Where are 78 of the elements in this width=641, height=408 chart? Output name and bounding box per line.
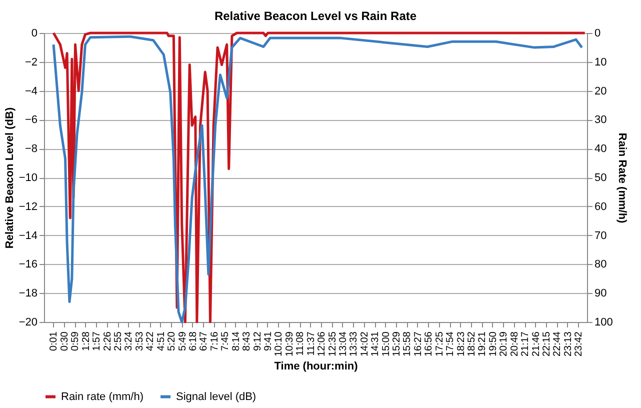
x-tick-label: 21:46: [530, 331, 542, 357]
x-tick-label: 4:51: [156, 331, 167, 351]
x-tick-label: 10:10: [274, 331, 285, 357]
y2-tick-label: 90: [594, 288, 607, 300]
x-tick-label: 11:37: [306, 331, 317, 356]
y2-tick-label: 50: [594, 172, 607, 184]
y2-tick-label: 40: [594, 143, 607, 156]
x-tick-label: 9:12: [252, 331, 264, 351]
x-tick-label: 20:19: [498, 331, 510, 357]
x-tick-label: 8:14: [230, 331, 242, 351]
x-tick-label: 20:48: [509, 331, 520, 357]
y2-axis-title: Rain Rate (mm/h): [616, 132, 628, 224]
x-tick-label: 3:24: [124, 331, 135, 351]
x-tick-label: 13:04: [338, 331, 349, 357]
x-tick-label: 23:42: [574, 331, 585, 357]
x-tick-label: 17:25: [434, 331, 446, 357]
y-tick-label: −18: [18, 288, 38, 300]
x-tick-label: 19:21: [477, 331, 488, 357]
y-tick-label: −20: [18, 316, 38, 328]
x-tick-label: 15:58: [402, 331, 414, 357]
x-tick-label: 5:20: [166, 331, 178, 351]
y-tick-label: −2: [24, 56, 38, 68]
x-tick-label: 2:55: [113, 331, 124, 351]
y2-tick-label: 70: [594, 230, 607, 242]
x-tick-label: 12:35: [327, 331, 338, 357]
x-tick-label: 18:23: [456, 331, 467, 357]
x-tick-label: 15:00: [380, 331, 392, 357]
y-tick-label: 0: [31, 28, 38, 40]
y2-tick-label: 0: [594, 28, 601, 40]
x-tick-label: 1:57: [92, 331, 103, 351]
y-tick-label: −4: [24, 85, 38, 98]
x-tick-label: 21:17: [520, 331, 532, 357]
y2-tick-label: 10: [594, 56, 607, 68]
x-tick-label: 0:01: [48, 331, 60, 351]
x-tick-label: 16:56: [424, 331, 435, 357]
x-tick-label: 0:59: [70, 331, 82, 351]
y-tick-label: −16: [18, 258, 38, 271]
y2-tick-label: 30: [594, 114, 607, 126]
x-tick-label: 22:15: [542, 331, 552, 357]
x-tick-label: 9:41: [262, 331, 274, 351]
y2-tick-label: 100: [594, 316, 613, 328]
y-tick-label: −14: [18, 230, 38, 242]
x-tick-label: 5:49: [177, 331, 188, 351]
legend-label: Rain rate (mm/h): [61, 390, 144, 403]
x-tick-label: 6:18: [188, 331, 199, 351]
x-tick-label: 2:26: [102, 331, 114, 351]
x-tick-label: 18:52: [466, 331, 478, 357]
x-tick-label: 0:30: [59, 331, 70, 351]
x-tick-label: 14:31: [370, 331, 382, 357]
y-axis-title: Relative Beacon Level (dB): [4, 107, 16, 249]
y2-tick-label: 80: [594, 258, 607, 271]
x-tick-label: 7:45: [220, 331, 232, 351]
y-tick-label: −12: [18, 200, 38, 213]
x-tick-label: 16:27: [412, 331, 424, 357]
x-tick-label: 15:29: [392, 331, 403, 357]
y-tick-label: −10: [18, 172, 38, 184]
x-tick-label: 11:08: [295, 331, 306, 356]
y-tick-label: −6: [24, 114, 38, 126]
legend-label: Signal level (dB): [176, 390, 256, 403]
x-tick-label: 23:13: [562, 331, 574, 357]
x-tick-label: 17:54: [445, 331, 456, 357]
x-tick-label: 12:06: [316, 331, 328, 357]
x-tick-label: 4:22: [145, 331, 156, 351]
chart-title: Relative Beacon Level vs Rain Rate: [214, 9, 417, 23]
x-tick-label: 8:43: [242, 331, 253, 351]
y-tick-label: −8: [24, 143, 38, 156]
y2-tick-label: 60: [594, 200, 607, 213]
x-tick-label: 19:50: [488, 331, 499, 357]
x-tick-label: 14:02: [359, 331, 370, 357]
y2-tick-label: 20: [594, 85, 607, 98]
x-tick-label: 13:33: [348, 331, 360, 357]
x-axis-title: Time (hour:min): [274, 360, 358, 373]
x-tick-label: 7:16: [209, 331, 220, 351]
x-tick-label: 1:28: [80, 331, 92, 351]
x-tick-label: 6:47: [198, 331, 210, 351]
x-tick-label: 22:44: [552, 331, 564, 357]
x-tick-label: 3:53: [134, 331, 146, 351]
x-tick-label: 10:39: [284, 331, 296, 357]
